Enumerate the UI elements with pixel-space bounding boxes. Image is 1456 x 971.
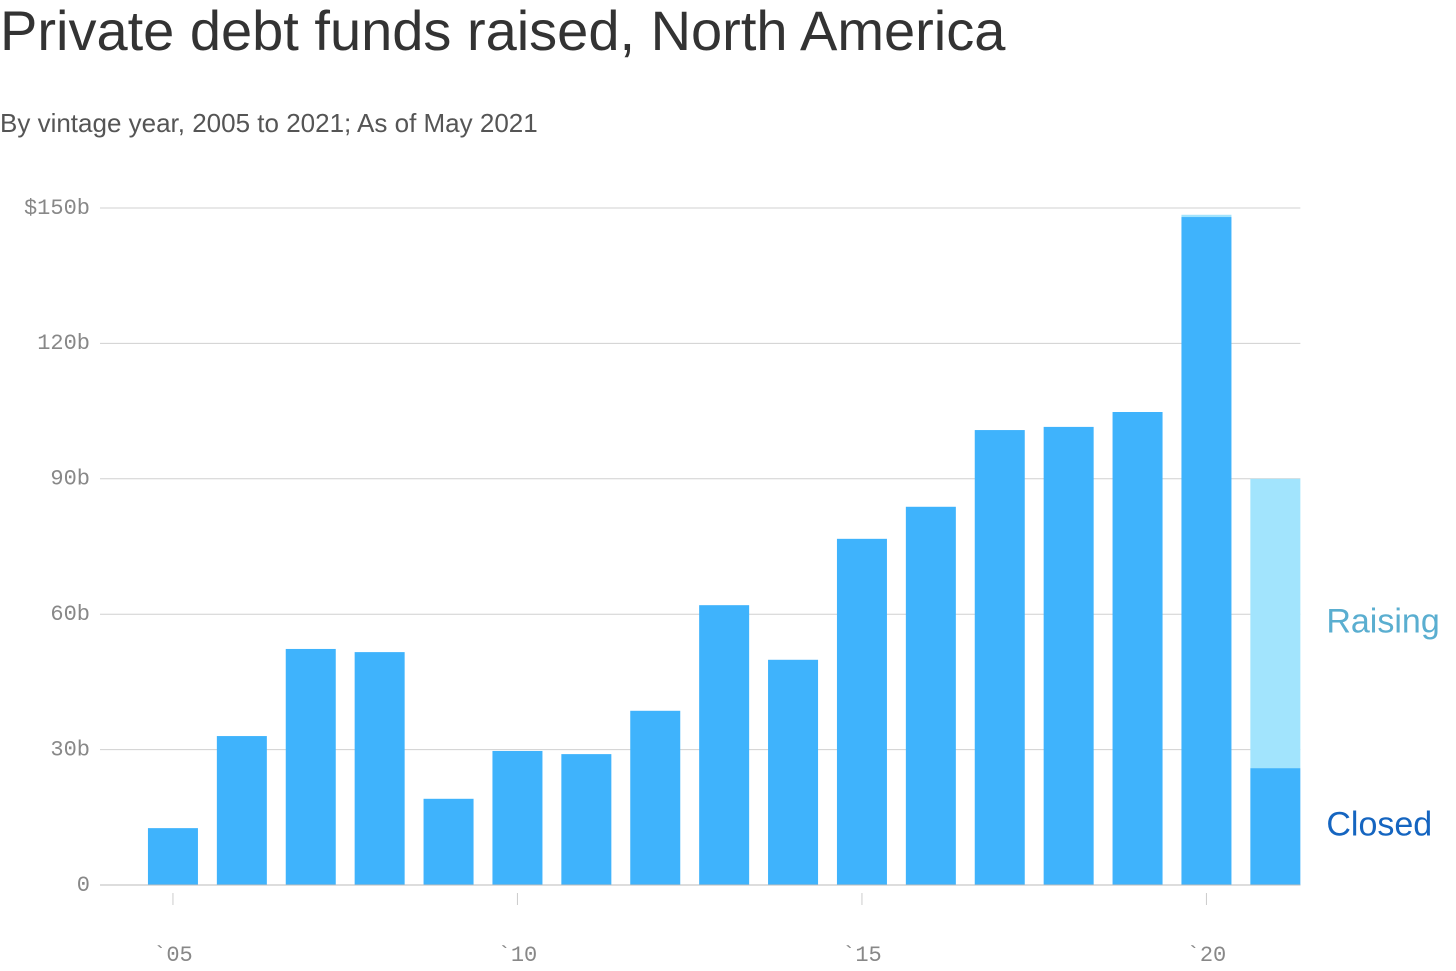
bar-segment [1181,214,1232,218]
bar-segment [423,798,474,885]
bar-segment [768,659,819,885]
bar-segment [1043,426,1094,885]
bar-segment [699,605,750,885]
x-tick-label: `15 [842,943,882,968]
bar-segment [1112,412,1163,885]
bar-segment [1250,478,1301,769]
x-tick-label: `20 [1187,943,1227,968]
bar-segment [905,506,956,885]
bar-segment [561,754,612,885]
bar-segment [354,652,405,885]
bar-segment [147,828,198,885]
legend-label: Closed [1326,806,1432,844]
chart-title: Private debt funds raised, North America [0,0,1006,62]
y-tick-label: 60b [50,602,90,627]
legend-label: Raising [1326,602,1439,640]
y-tick-label: $150b [24,196,90,221]
bar-segment [836,538,887,885]
y-tick-label: 30b [50,737,90,762]
bar-segment [1250,768,1301,885]
chart-subtitle: By vintage year, 2005 to 2021; As of May… [0,108,538,138]
x-tick-label: `10 [498,943,538,968]
bar-segment [285,648,336,885]
x-tick-label: `05 [153,943,193,968]
bar-segment [1181,217,1232,885]
bar-segment [492,750,543,885]
bar-segment [216,736,267,885]
y-tick-label: 0 [77,873,90,898]
bar-segment [630,710,681,885]
y-tick-label: 120b [37,331,90,356]
bar-segment [974,430,1025,885]
y-tick-label: 90b [50,467,90,492]
